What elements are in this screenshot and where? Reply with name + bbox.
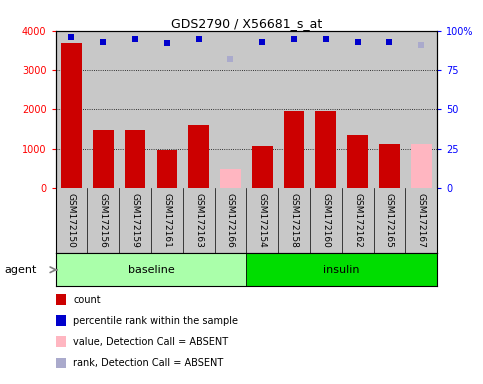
Bar [56, 253, 246, 286]
Text: insulin: insulin [324, 265, 360, 275]
Text: GSM172163: GSM172163 [194, 193, 203, 248]
Bar [252, 146, 272, 188]
Text: GSM172158: GSM172158 [289, 193, 298, 248]
Bar [125, 130, 145, 188]
Bar [315, 111, 336, 188]
Text: GSM172166: GSM172166 [226, 193, 235, 248]
Text: GSM172162: GSM172162 [353, 193, 362, 247]
Bar [188, 125, 209, 188]
Text: GSM172167: GSM172167 [417, 193, 426, 248]
Text: agent: agent [5, 265, 37, 275]
Bar [284, 111, 304, 188]
Bar [347, 136, 368, 188]
Bar [61, 43, 82, 188]
Text: value, Detection Call = ABSENT: value, Detection Call = ABSENT [73, 337, 228, 347]
Text: baseline: baseline [128, 265, 174, 275]
Text: GSM172160: GSM172160 [321, 193, 330, 248]
Text: count: count [73, 295, 101, 305]
Text: GSM172154: GSM172154 [258, 193, 267, 247]
Text: percentile rank within the sample: percentile rank within the sample [73, 316, 239, 326]
Title: GDS2790 / X56681_s_at: GDS2790 / X56681_s_at [170, 17, 322, 30]
Text: rank, Detection Call = ABSENT: rank, Detection Call = ABSENT [73, 358, 224, 368]
Bar [411, 144, 431, 188]
Text: GSM172165: GSM172165 [385, 193, 394, 248]
Bar [220, 169, 241, 188]
Bar [379, 144, 400, 188]
Text: GSM172156: GSM172156 [99, 193, 108, 248]
Text: GSM172159: GSM172159 [130, 193, 140, 248]
Text: GSM172150: GSM172150 [67, 193, 76, 248]
Bar [156, 151, 177, 188]
Text: GSM172161: GSM172161 [162, 193, 171, 248]
Bar [93, 130, 114, 188]
Bar [246, 253, 437, 286]
